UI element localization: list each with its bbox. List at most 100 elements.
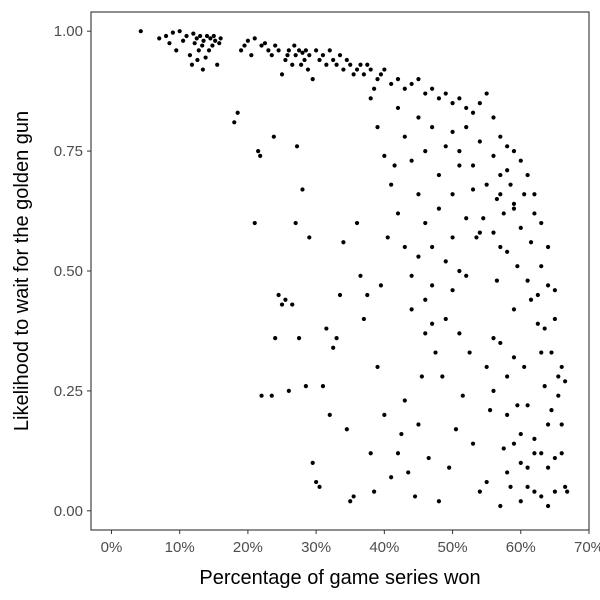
data-point [426, 455, 431, 461]
data-point [525, 403, 530, 408]
data-point [200, 43, 205, 48]
data-point [269, 53, 274, 58]
data-point [436, 172, 442, 178]
data-point [556, 374, 561, 379]
data-point [354, 220, 360, 226]
data-point [477, 489, 482, 494]
data-point [505, 144, 510, 149]
data-point [535, 321, 540, 326]
data-point [157, 36, 162, 41]
data-point [535, 292, 540, 298]
data-point [258, 153, 263, 158]
data-point [170, 30, 175, 35]
data-point [300, 50, 305, 55]
data-point [511, 307, 517, 312]
data-point [286, 388, 291, 394]
data-point [539, 494, 544, 499]
data-point [195, 57, 200, 63]
data-point [249, 53, 254, 58]
data-point [293, 220, 298, 226]
data-point [300, 187, 305, 192]
data-point [511, 201, 517, 206]
data-point [532, 489, 537, 494]
data-point [491, 388, 496, 394]
data-point [559, 451, 564, 456]
data-point [232, 120, 237, 125]
data-point [528, 240, 534, 245]
data-point [177, 29, 182, 34]
data-point [361, 72, 366, 77]
points-layer [138, 29, 570, 509]
data-point [491, 153, 496, 158]
data-point [399, 431, 404, 437]
data-point [549, 350, 554, 355]
data-point [436, 206, 442, 211]
data-point [430, 283, 435, 288]
data-point [365, 292, 370, 298]
data-point [167, 41, 172, 46]
y-axis: 0.00 0.25 0.50 0.75 1.00 [54, 23, 91, 520]
data-point [525, 465, 530, 470]
data-point [273, 336, 278, 341]
data-point [389, 475, 394, 480]
data-point [457, 96, 462, 101]
data-point [334, 62, 339, 67]
data-point [494, 278, 499, 283]
data-point [402, 134, 407, 139]
data-point [259, 43, 264, 48]
data-point [235, 110, 240, 115]
data-point [542, 326, 547, 331]
data-point [344, 427, 349, 432]
data-point [522, 192, 527, 197]
data-point [498, 192, 503, 197]
data-point [256, 148, 261, 154]
y-tick-label: 1.00 [54, 23, 83, 40]
data-point [196, 48, 201, 53]
data-point [290, 62, 295, 67]
data-point [276, 292, 281, 298]
data-point [518, 431, 523, 437]
data-point [279, 72, 285, 77]
data-point [518, 225, 523, 230]
data-point [245, 38, 250, 43]
data-point [375, 364, 380, 370]
data-point [491, 115, 496, 120]
data-point [545, 244, 551, 250]
data-point [545, 465, 551, 470]
data-point [539, 451, 544, 456]
data-point [344, 57, 349, 63]
data-point [331, 345, 336, 350]
data-point [539, 220, 544, 226]
data-point [491, 230, 496, 235]
data-point [505, 470, 510, 475]
data-point [532, 192, 537, 197]
data-point [392, 163, 397, 168]
data-point [285, 53, 290, 58]
data-point [378, 283, 384, 288]
data-point [545, 503, 551, 509]
data-point [382, 67, 387, 72]
data-point [525, 484, 530, 489]
data-point [532, 211, 537, 216]
data-point [279, 302, 285, 307]
data-point [252, 220, 257, 226]
data-point [200, 67, 205, 72]
data-point [269, 393, 274, 398]
data-point [457, 148, 462, 154]
data-point [460, 393, 465, 398]
data-point [361, 316, 366, 322]
data-point [539, 264, 544, 269]
data-point [498, 503, 503, 509]
data-point [518, 158, 523, 163]
data-point [217, 41, 222, 46]
data-point [498, 340, 503, 346]
data-point [184, 33, 189, 39]
data-point [457, 331, 462, 336]
data-point [395, 77, 401, 82]
data-point [341, 67, 346, 72]
data-point [299, 62, 304, 67]
data-point [559, 364, 564, 370]
data-point [378, 72, 384, 77]
data-point [372, 489, 377, 494]
